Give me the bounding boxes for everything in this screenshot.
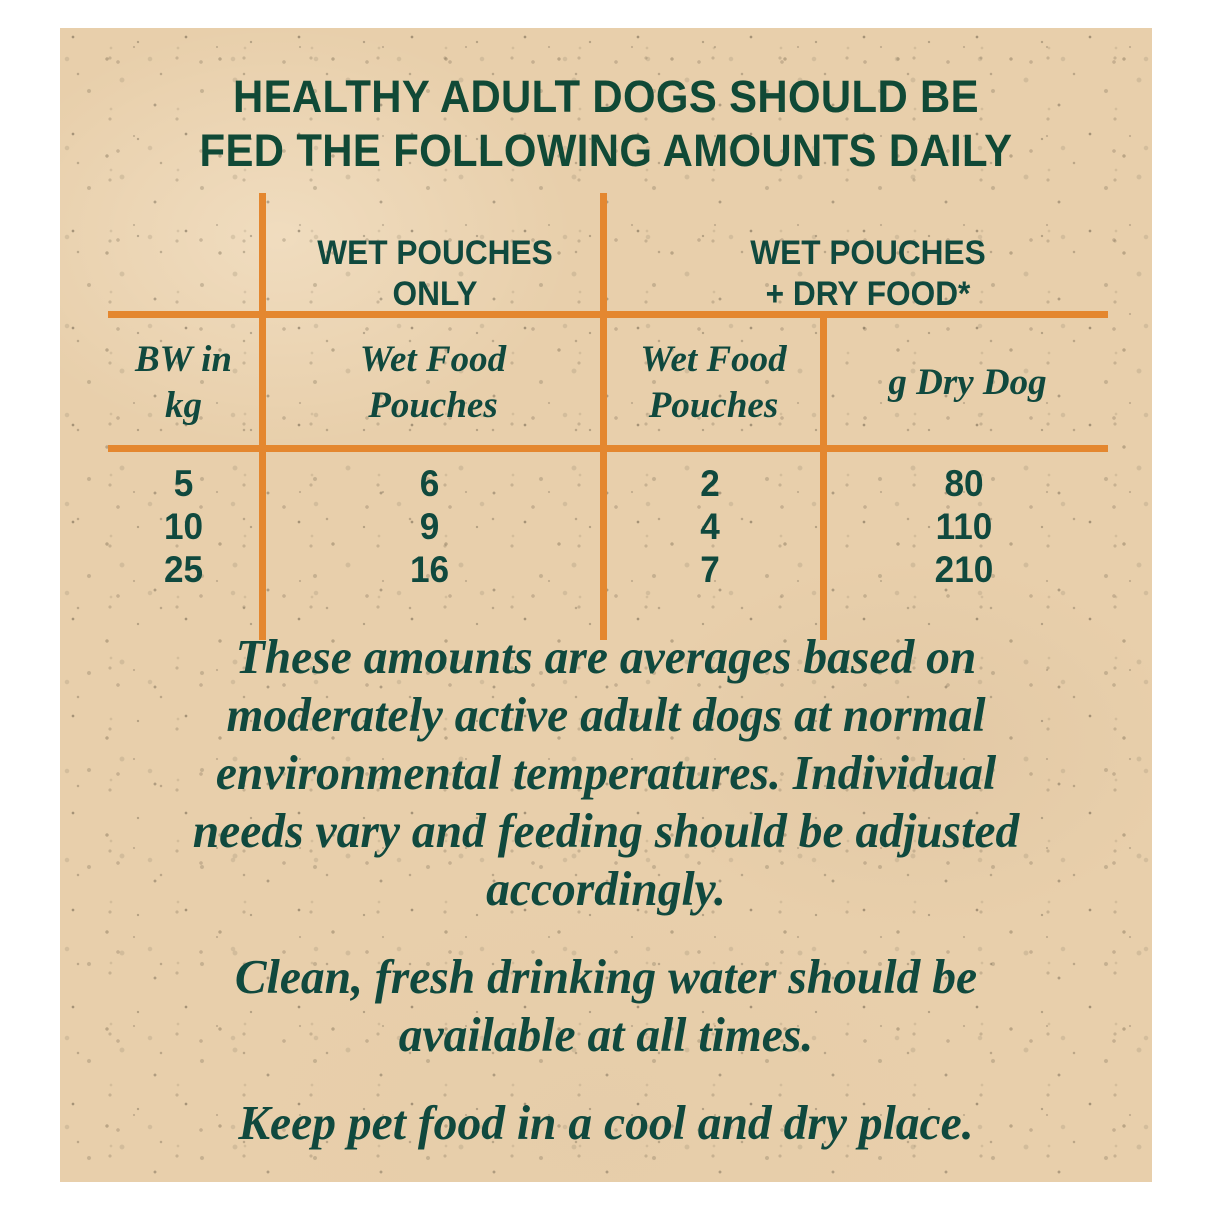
group-header-wet-pouches-only-line-1: WET POUCHES (317, 234, 553, 272)
table-divider-vertical-2 (600, 193, 607, 640)
column-header-wet-food-pouches-only: Wet Food Pouches (266, 328, 600, 438)
column-header-wet-food-pouches-only-line-1: Wet Food (359, 339, 507, 380)
table-row: 10 9 4 110 (108, 505, 1108, 548)
column-header-g-dry-dog-line-1: g Dry Dog (888, 362, 1047, 403)
cell-wet-pouches-combo: 2 (700, 463, 720, 504)
table-row: 5 6 2 80 (108, 462, 1108, 505)
cell-bw-kg: 5 (173, 463, 194, 504)
feeding-notes: These amounts are averages based on mode… (128, 628, 1084, 1152)
column-header-wet-food-pouches-only-line-2: Pouches (368, 385, 498, 426)
feeding-guide-panel: HEALTHY ADULT DOGS SHOULD BE FED THE FOL… (60, 28, 1152, 1182)
table-divider-horizontal-top (108, 311, 1108, 318)
column-header-wet-food-pouches-combo-line-2: Pouches (648, 385, 779, 426)
table-divider-vertical-1 (259, 193, 266, 640)
column-header-g-dry-dog: g Dry Dog (827, 328, 1108, 438)
cell-bw-kg: 10 (163, 506, 204, 547)
column-header-bw-in-kg-line-2: kg (165, 385, 202, 426)
group-header-wet-pouches-dry-food-line-1: WET POUCHES (750, 234, 986, 272)
cell-wet-pouches-only: 16 (409, 549, 450, 590)
cell-g-dry-dog: 80 (944, 463, 984, 504)
group-header-wet-pouches-only: WET POUCHES ONLY (282, 233, 589, 315)
page-title-line-2: FED THE FOLLOWING AMOUNTS DAILY (199, 125, 1013, 176)
feeding-table-body: 5 6 2 80 10 9 4 110 25 16 7 210 (108, 462, 1108, 591)
table-divider-vertical-3 (820, 311, 827, 640)
panel-content: HEALTHY ADULT DOGS SHOULD BE FED THE FOL… (60, 28, 1152, 1182)
column-header-wet-food-pouches-combo-line-1: Wet Food (640, 339, 787, 380)
cell-g-dry-dog: 110 (935, 506, 993, 547)
cell-wet-pouches-combo: 4 (700, 506, 720, 547)
page-title: HEALTHY ADULT DOGS SHOULD BE FED THE FOL… (98, 70, 1114, 178)
note-drinking-water: Clean, fresh drinking water should be av… (234, 949, 978, 1062)
column-header-wet-food-pouches-combo: Wet Food Pouches (607, 328, 820, 438)
note-averages: These amounts are averages based on mode… (192, 629, 1020, 916)
column-header-bw-in-kg-line-1: BW in (134, 339, 233, 380)
group-header-wet-pouches-dry-food: WET POUCHES + DRY FOOD* (659, 233, 1078, 315)
cell-wet-pouches-only: 9 (419, 506, 440, 547)
note-storage: Keep pet food in a cool and dry place. (238, 1095, 974, 1150)
cell-wet-pouches-combo: 7 (700, 549, 720, 590)
column-header-bw-in-kg: BW in kg (108, 328, 259, 438)
page-title-line-1: HEALTHY ADULT DOGS SHOULD BE (233, 71, 979, 122)
table-divider-horizontal-bottom (108, 445, 1108, 452)
table-row: 25 16 7 210 (108, 548, 1108, 591)
cell-g-dry-dog: 210 (934, 549, 994, 590)
group-header-wet-pouches-only-line-2: ONLY (392, 275, 478, 313)
cell-wet-pouches-only: 6 (419, 463, 440, 504)
group-header-wet-pouches-dry-food-line-2: + DRY FOOD* (765, 275, 971, 313)
cell-bw-kg: 25 (163, 549, 204, 590)
